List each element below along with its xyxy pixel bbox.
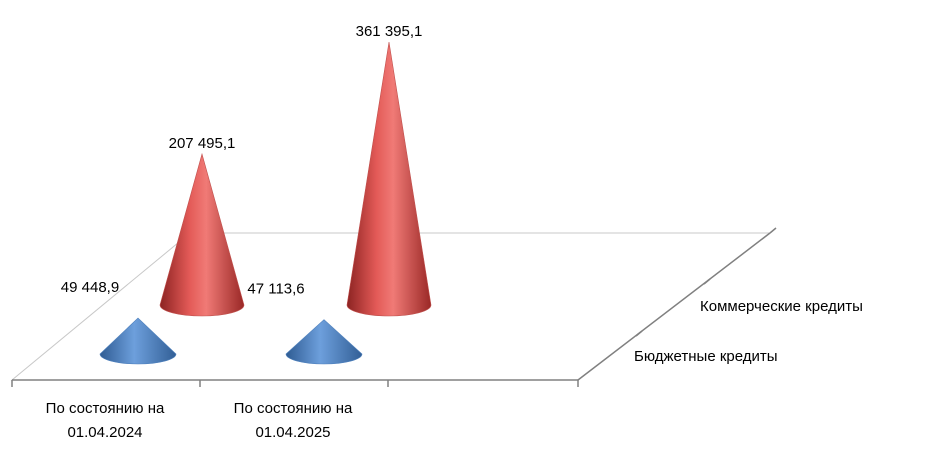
data-label: 207 495,1 bbox=[169, 135, 236, 152]
category-label: По состоянию на 01.04.2025 bbox=[234, 400, 353, 441]
cone-budget-0 bbox=[99, 317, 177, 365]
series-label: Коммерческие кредиты bbox=[700, 298, 863, 315]
depth-tick bbox=[703, 278, 711, 285]
series-label: Бюджетные кредиты bbox=[634, 348, 778, 365]
depth-tick bbox=[635, 330, 643, 337]
depth-tick bbox=[769, 227, 777, 234]
cone-commercial-1 bbox=[346, 41, 432, 317]
cone-budget-1 bbox=[285, 319, 363, 365]
category-label: По состоянию на 01.04.2024 bbox=[46, 400, 165, 441]
cone-commercial-0 bbox=[159, 152, 245, 317]
depth-axis bbox=[577, 232, 771, 381]
data-label: 49 448,9 bbox=[61, 279, 119, 296]
data-label: 47 113,6 bbox=[247, 281, 304, 298]
data-label: 361 395,1 bbox=[356, 23, 423, 40]
